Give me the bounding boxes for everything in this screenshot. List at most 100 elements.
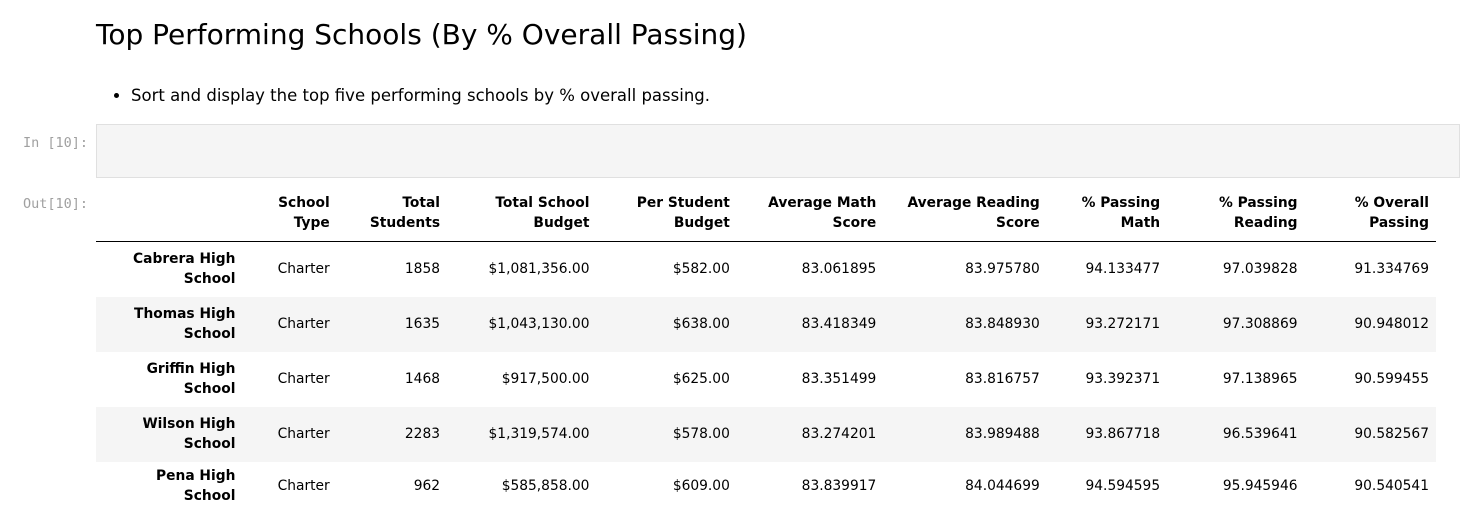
cell-total-students: 2283 [404, 426, 441, 442]
cell-per-student-budget: $609.00 [672, 477, 730, 494]
cell-average-math-score: 83.839917 [801, 477, 877, 494]
table-body: Cabrera High School Charter 1858 $1,081,3… [96, 241, 1436, 510]
cell-average-math-score: 83.418349 [801, 316, 877, 332]
input-prompt: In [10]: [22, 135, 88, 151]
cell-pct-passing-reading: 97.308869 [1222, 316, 1298, 332]
header-line: Math [1120, 215, 1161, 231]
header-line: Budget [533, 215, 590, 231]
header-pct-passing-reading: % Passing Reading [1167, 189, 1305, 242]
row-index-school-name: Cabrera High School [96, 242, 242, 297]
header-index [96, 189, 243, 242]
school-name-line: School [183, 381, 236, 397]
cell-school-type: Charter [277, 477, 330, 494]
table-row: Wilson High School Charter 2283 $1,319,57… [96, 406, 1436, 462]
cell-pct-passing-math: 94.133477 [1085, 261, 1161, 278]
header-total-school-budget: Total School Budget [447, 189, 597, 242]
cell-pct-passing-reading: 97.138965 [1222, 371, 1298, 387]
cell-pct-passing-reading: 96.539641 [1222, 426, 1298, 442]
header-per-student-budget: Per Student Budget [596, 189, 737, 242]
school-name-line: Pena High School [156, 467, 236, 504]
cell-per-student-budget: $625.00 [672, 371, 730, 387]
cell-total-students: 1635 [404, 316, 441, 332]
header-line: Budget [673, 215, 730, 231]
header-line: Per Student [636, 195, 730, 211]
cell-average-math-score: 83.061895 [801, 261, 877, 278]
cell-school-type: Charter [277, 261, 330, 278]
school-name-line: School [183, 436, 236, 452]
row-index-school-name: Pena High School [96, 462, 242, 510]
header-line: Students [369, 215, 441, 231]
cell-total-school-budget: $1,081,356.00 [488, 261, 590, 278]
header-line: Average Math [768, 195, 877, 211]
header-average-reading-score: Average Reading Score [883, 189, 1047, 242]
cell-pct-overall-passing: 90.540541 [1354, 477, 1429, 494]
school-name-line: Cabrera High [133, 251, 236, 268]
school-name-line: School [183, 326, 236, 342]
header-line: Type [293, 215, 330, 231]
cell-pct-overall-passing: 90.582567 [1354, 426, 1429, 442]
code-cell-input[interactable] [96, 124, 1460, 178]
cell-per-student-budget: $578.00 [672, 426, 730, 442]
cell-pct-overall-passing: 90.599455 [1354, 371, 1429, 387]
cell-pct-passing-reading: 95.945946 [1222, 477, 1298, 494]
cell-per-student-budget: $582.00 [672, 261, 730, 278]
cell-pct-overall-passing: 90.948012 [1354, 316, 1429, 332]
table-header: School Type Total Students Total School Bud… [96, 189, 1436, 242]
cell-average-math-score: 83.351499 [801, 371, 877, 387]
cell-average-math-score: 83.274201 [801, 426, 877, 442]
dataframe-table: School Type Total Students Total School Bud… [96, 189, 1436, 510]
cell-pct-passing-math: 93.867718 [1085, 426, 1161, 442]
table-row: Pena High School Charter 962 $585,858.00… [96, 461, 1436, 510]
school-name-line: School [183, 271, 236, 288]
table-row: Griffin High School Charter 1468 $917,500… [96, 351, 1436, 407]
cell-pct-passing-math: 93.392371 [1085, 371, 1161, 387]
cell-total-students: 962 [413, 477, 441, 494]
header-line: Average Reading [907, 195, 1040, 211]
header-line: Passing [1369, 215, 1429, 231]
cell-school-type: Charter [277, 426, 330, 442]
row-index-school-name: Griffin High School [96, 352, 242, 407]
cell-total-school-budget: $1,043,130.00 [488, 316, 590, 332]
section-heading: Top Performing Schools (By % Overall Pas… [96, 18, 747, 51]
header-line: Total [402, 195, 441, 211]
cell-average-reading-score: 83.816757 [965, 371, 1040, 387]
cell-total-school-budget: $1,319,574.00 [488, 426, 590, 442]
school-name-line: Thomas High [134, 306, 236, 322]
cell-average-reading-score: 83.989488 [965, 426, 1040, 442]
cell-average-reading-score: 83.848930 [965, 316, 1040, 332]
header-line: Reading [1233, 215, 1298, 231]
header-line: % Passing [1219, 195, 1298, 211]
row-index-school-name: Thomas High School [96, 297, 242, 352]
cell-pct-passing-reading: 97.039828 [1222, 261, 1298, 278]
bullet-list: Sort and display the top five performing… [96, 84, 710, 108]
cell-school-type: Charter [277, 316, 330, 332]
cell-average-reading-score: 83.975780 [965, 261, 1040, 278]
header-pct-passing-math: % Passing Math [1046, 189, 1168, 242]
table-row: Cabrera High School Charter 1858 $1,081,3… [96, 241, 1436, 297]
header-line: % Overall [1354, 195, 1429, 211]
header-pct-overall-passing: % Overall Passing [1304, 189, 1436, 242]
bullet-item: Sort and display the top five performing… [131, 84, 710, 108]
table-row: Thomas High School Charter 1635 $1,043,13… [96, 296, 1436, 352]
header-school-type: School Type [242, 189, 337, 242]
cell-pct-passing-math: 94.594595 [1085, 477, 1161, 494]
cell-total-students: 1468 [404, 371, 441, 387]
school-name-line: Griffin High [146, 361, 236, 377]
cell-pct-overall-passing: 91.334769 [1354, 261, 1429, 278]
header-row: School Type Total Students Total School Bud… [96, 189, 1436, 242]
header-line: % Passing [1081, 195, 1161, 211]
header-average-math-score: Average Math Score [736, 189, 884, 242]
cell-total-school-budget: $585,858.00 [501, 477, 590, 494]
header-line: Score [832, 215, 877, 231]
output-prompt: Out[10]: [22, 196, 88, 212]
school-name-line: Wilson High [142, 416, 236, 432]
header-line: Total School [495, 195, 590, 211]
header-total-students: Total Students [336, 189, 448, 242]
cell-total-students: 1858 [404, 261, 441, 278]
cell-per-student-budget: $638.00 [672, 316, 730, 332]
header-line: School [278, 195, 330, 211]
cell-pct-passing-math: 93.272171 [1085, 316, 1161, 332]
cell-school-type: Charter [277, 371, 330, 387]
cell-average-reading-score: 84.044699 [965, 477, 1040, 494]
